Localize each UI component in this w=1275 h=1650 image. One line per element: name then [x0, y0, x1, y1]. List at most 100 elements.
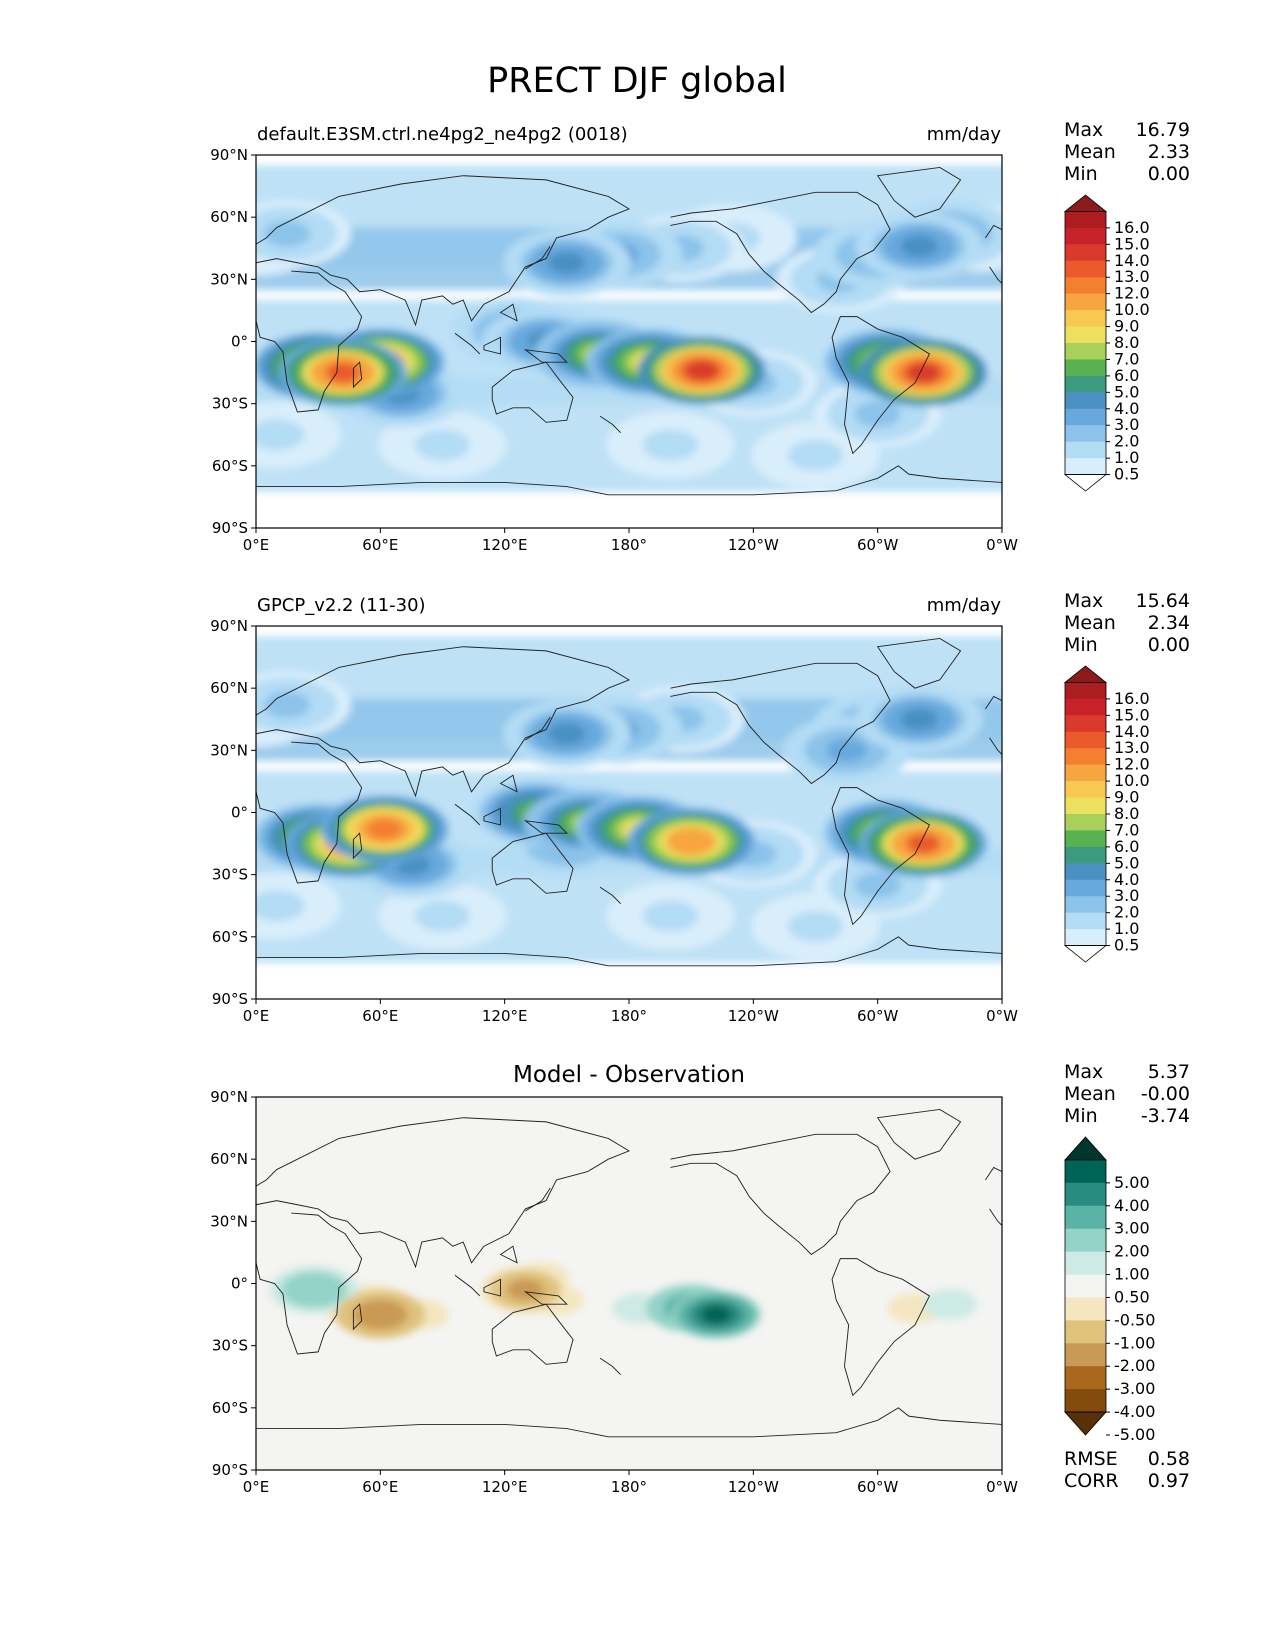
field-contour [548, 722, 586, 745]
colorbar-segment [1065, 1320, 1106, 1344]
colorbar-label: 9.0 [1114, 788, 1139, 807]
lon-tick-label: 120°E [482, 1007, 528, 1025]
colorbar-label: 14.0 [1114, 722, 1150, 741]
colorbar-segment [1065, 814, 1106, 831]
lon-tick-label: 120°W [728, 536, 779, 554]
colorbar-label: 12.0 [1114, 755, 1150, 774]
colorbar-segment [1065, 830, 1106, 848]
field-contour [684, 360, 719, 381]
lon-tick-label: 0°W [986, 1007, 1018, 1025]
colorbar: 16.015.014.013.012.010.09.08.07.06.05.04… [1063, 665, 1150, 963]
lat-tick-label: 0° [231, 333, 248, 351]
colorbar-label: 0.5 [1114, 936, 1139, 955]
colorbar-segment [1065, 1297, 1106, 1321]
stat-mean-label: Mean [1064, 612, 1116, 634]
colorbar-label: 4.0 [1114, 870, 1139, 889]
stat-min-value: 0.00 [1148, 634, 1190, 656]
colorbar-label: 7.0 [1114, 820, 1139, 839]
field-contour [854, 871, 901, 899]
colorbar-label: 1.0 [1114, 919, 1139, 938]
colorbar-segment [1065, 408, 1106, 426]
field-contour [854, 400, 901, 428]
colorbar-label: -0.50 [1114, 1310, 1155, 1329]
colorbar-segment [1065, 846, 1106, 864]
colorbar-label: 8.0 [1114, 333, 1139, 352]
precip-field [256, 165, 1002, 492]
colorbar-label: -1.00 [1114, 1333, 1155, 1352]
lat-tick-label: 30°N [210, 1212, 248, 1230]
stats-block: Max 5.37 Mean -0.00 Min -3.74 [1064, 1061, 1190, 1127]
left-title: GPCP_v2.2 (11-30) [257, 595, 426, 616]
colorbar-segment [1065, 781, 1106, 799]
lat-tick-label: 90°S [212, 519, 248, 537]
panel-model: default.E3SM.ctrl.ne4pg2_ne4pg2 (0018) m… [210, 119, 1190, 554]
colorbar-label: 10.0 [1114, 771, 1150, 790]
lat-tick-label: 90°S [212, 1461, 248, 1479]
colorbar-label: 1.00 [1114, 1265, 1150, 1284]
precip-field [256, 636, 1002, 963]
colorbar-label: 14.0 [1114, 251, 1150, 270]
colorbar-segment [1065, 244, 1106, 262]
colorbar-label: -3.00 [1114, 1379, 1155, 1398]
colorbar-segment [1065, 879, 1106, 897]
field-contour [826, 738, 868, 763]
colorbar-label: 16.0 [1114, 689, 1150, 708]
center-title: Model - Observation [513, 1062, 745, 1088]
figure-title: PRECT DJF global [487, 61, 787, 101]
stat-min-label: Min [1064, 163, 1098, 185]
colorbar-label: 15.0 [1114, 234, 1150, 253]
lat-tick-label: 90°N [210, 1088, 248, 1106]
field-contour [548, 251, 586, 274]
colorbar-segment [1065, 310, 1106, 328]
stat-max-label: Max [1064, 119, 1103, 141]
colorbar-label: 2.0 [1114, 432, 1139, 451]
lon-tick-label: 60°E [362, 536, 398, 554]
colorbar-label: 4.0 [1114, 399, 1139, 418]
field-contour [673, 831, 709, 852]
colorbar-segment [1065, 1159, 1106, 1184]
lat-tick-label: 30°S [212, 1337, 248, 1355]
colorbar-segment [1065, 1389, 1106, 1413]
stat-max-label: Max [1064, 590, 1103, 612]
lon-tick-label: 180° [611, 536, 647, 554]
lon-tick-label: 0°E [243, 1478, 270, 1496]
field-contour [900, 708, 938, 731]
lat-tick-label: 30°N [210, 741, 248, 759]
lon-tick-label: 60°W [857, 1007, 899, 1025]
field-contour [900, 235, 938, 258]
colorbar-label: 13.0 [1114, 738, 1150, 757]
field-contour [414, 900, 471, 932]
colorbar-label: 0.50 [1114, 1287, 1150, 1306]
field-contour [700, 1305, 732, 1324]
lon-tick-label: 180° [611, 1007, 647, 1025]
lon-tick-label: 60°W [857, 536, 899, 554]
colorbar-extend-min [1064, 1411, 1107, 1436]
colorbar-segment [1065, 326, 1106, 344]
field-contour [905, 362, 941, 383]
colorbar-extend-max [1064, 1136, 1107, 1161]
colorbar-label: 10.0 [1114, 300, 1150, 319]
colorbar-segment [1065, 1274, 1106, 1298]
lat-tick-label: 30°S [212, 395, 248, 413]
colorbar-segment [1065, 797, 1106, 815]
colorbar-segment [1065, 227, 1106, 245]
colorbar-extend-max [1063, 194, 1108, 212]
lat-tick-label: 90°S [212, 990, 248, 1008]
field-contour [642, 900, 699, 932]
stat-min-value: 0.00 [1148, 163, 1190, 185]
colorbar-segment [1065, 731, 1106, 749]
colorbar-label: 4.00 [1114, 1196, 1150, 1215]
left-title: default.E3SM.ctrl.ne4pg2_ne4pg2 (0018) [257, 124, 628, 145]
field-contour [905, 833, 941, 854]
lon-tick-label: 60°W [857, 1478, 899, 1496]
colorbar-outline [1064, 1159, 1107, 1413]
lat-tick-label: 90°N [210, 617, 248, 635]
colorbar-segment [1065, 896, 1106, 914]
colorbar-label: 0.5 [1114, 465, 1139, 484]
axis-ticks: 90°N 60°N 30°N 0° 30°S 60°S 90°S0°E 60°E 120°E 18… [210, 1088, 1018, 1496]
colorbar-segment [1065, 863, 1106, 881]
axis-ticks: 90°N 60°N 30°N 0° 30°S 60°S 90°S0°E 60°E 120°E 18… [210, 146, 1018, 554]
right-title: mm/day [927, 124, 1002, 145]
lon-tick-label: 120°E [482, 1478, 528, 1496]
colorbar-label: 9.0 [1114, 317, 1139, 336]
